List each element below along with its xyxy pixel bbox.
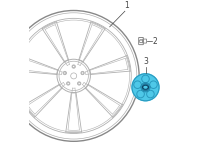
Circle shape — [132, 74, 159, 101]
Text: 2: 2 — [153, 37, 157, 46]
Ellipse shape — [144, 86, 147, 88]
Circle shape — [143, 85, 148, 90]
Text: 3: 3 — [143, 57, 148, 66]
Ellipse shape — [143, 86, 148, 89]
Circle shape — [141, 83, 150, 92]
Text: 1: 1 — [124, 1, 129, 10]
